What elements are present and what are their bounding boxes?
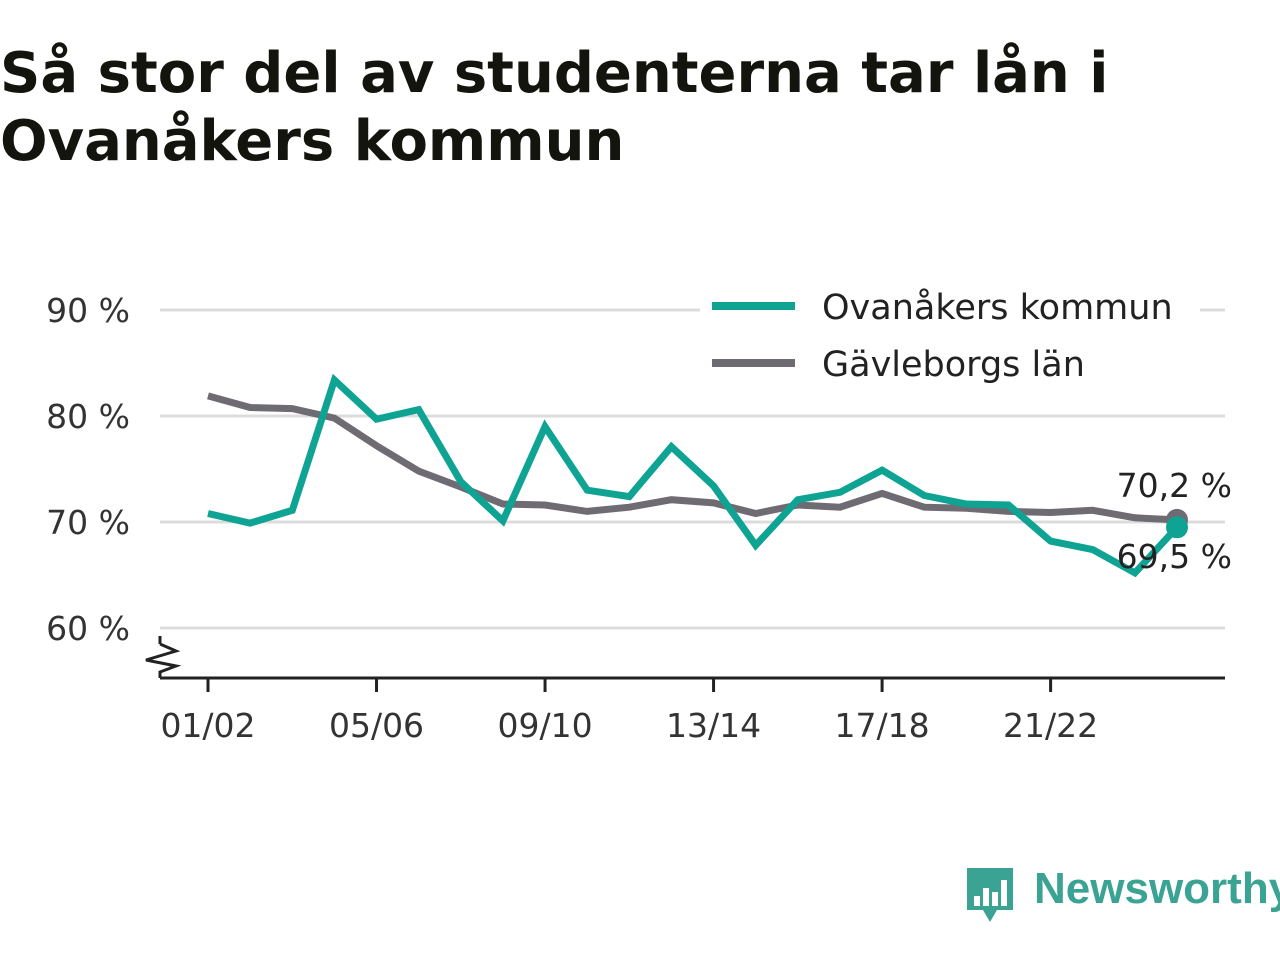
x-tick-label: 01/02 [160,706,255,745]
x-axis-ticks: 01/02 05/06 09/10 13/14 17/18 21/22 [160,678,1098,745]
x-tick-label: 05/06 [329,706,424,745]
x-tick-label: 13/14 [666,706,761,745]
chart-title: Så stor del av studenterna tar lån i Ova… [0,41,1109,174]
end-label-ovanaker: 69,5 % [1117,537,1232,576]
x-tick-label: 09/10 [497,706,592,745]
x-tick-label: 21/22 [1003,706,1098,745]
y-tick-label: 90 % [46,291,130,330]
series-end-point-0 [1166,516,1188,539]
y-axis-ticks: 60 % 70 % 80 % 90 % [46,291,130,648]
legend-background [700,282,1200,392]
end-label-gavleborg: 70,2 % [1117,466,1232,505]
bar-chart-speech-icon [967,868,1013,922]
brand-name: Newsworthy [1034,864,1280,913]
series-lines [207,373,1188,578]
y-tick-label: 80 % [46,397,130,436]
legend-label: Gävleborgs län [822,345,1085,385]
legend: Ovanåkers kommun Gävleborgs län [700,282,1200,392]
legend-label: Ovanåkers kommun [822,287,1173,328]
series-line-0 [207,373,1180,578]
x-axis [145,636,1225,680]
newsworthy-logo [967,868,1013,922]
axis-break-zigzag [145,642,182,678]
end-labels: 70,2 % 69,5 % [1117,466,1232,576]
y-tick-label: 70 % [46,503,130,542]
x-tick-label: 17/18 [835,706,930,745]
y-tick-label: 60 % [46,609,130,648]
